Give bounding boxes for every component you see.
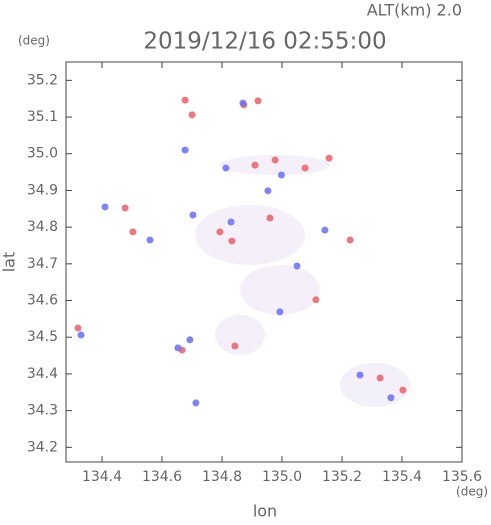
echo-point bbox=[251, 161, 259, 169]
echo-area bbox=[195, 205, 305, 265]
y-tick-label: 34.8 bbox=[27, 219, 58, 235]
echo-point bbox=[312, 296, 320, 304]
echo-point bbox=[239, 99, 247, 107]
y-tick-label: 34.9 bbox=[27, 182, 58, 198]
echo-point bbox=[293, 262, 301, 270]
echo-point bbox=[216, 228, 224, 236]
echo-point bbox=[266, 214, 274, 222]
y-unit: (deg) bbox=[18, 34, 50, 48]
x-unit: (deg) bbox=[456, 485, 488, 499]
echo-point bbox=[101, 203, 109, 211]
echo-point bbox=[301, 164, 309, 172]
echo-point bbox=[174, 344, 182, 352]
echo-point bbox=[264, 187, 272, 195]
x-tick-label: 134.6 bbox=[142, 469, 182, 485]
y-tick-label: 34.6 bbox=[27, 293, 58, 309]
echo-point bbox=[399, 386, 407, 394]
y-tick-label: 34.2 bbox=[27, 439, 58, 455]
echo-point bbox=[222, 164, 230, 172]
echo-point bbox=[276, 308, 284, 316]
y-axis-label: lat bbox=[0, 252, 19, 273]
y-tick-label: 34.5 bbox=[27, 329, 58, 345]
y-tick-label: 34.7 bbox=[27, 256, 58, 272]
echo-point bbox=[325, 154, 333, 162]
echo-point bbox=[186, 336, 194, 344]
altitude-label: ALT(km) 2.0 bbox=[367, 1, 462, 20]
echo-point bbox=[181, 146, 189, 154]
echo-areas bbox=[195, 155, 410, 407]
echo-point bbox=[254, 97, 262, 105]
echo-point bbox=[74, 324, 82, 332]
y-tick-label: 35.2 bbox=[27, 72, 58, 88]
echo-point bbox=[192, 399, 200, 407]
echo-point bbox=[277, 171, 285, 179]
x-tick-label: 135.0 bbox=[262, 469, 302, 485]
echo-point bbox=[387, 394, 395, 402]
y-tick-label: 34.3 bbox=[27, 403, 58, 419]
chart-title: 2019/12/16 02:55:00 bbox=[143, 29, 386, 55]
echo-point bbox=[189, 211, 197, 219]
echo-point bbox=[321, 226, 329, 234]
echo-point bbox=[129, 228, 137, 236]
echo-area bbox=[215, 315, 265, 355]
plot-frame bbox=[65, 61, 463, 463]
echo-point bbox=[77, 331, 85, 339]
echo-point bbox=[346, 236, 354, 244]
echo-point bbox=[271, 156, 279, 164]
x-tick-label: 135.2 bbox=[322, 469, 362, 485]
x-tick-label: 134.4 bbox=[82, 469, 122, 485]
echo-point bbox=[146, 236, 154, 244]
echo-area bbox=[340, 363, 410, 407]
echo-point bbox=[356, 371, 364, 379]
y-tick-label: 35.1 bbox=[27, 109, 58, 125]
echo-area bbox=[240, 265, 320, 315]
x-tick-label: 135.4 bbox=[382, 469, 422, 485]
echo-point bbox=[231, 342, 239, 350]
x-tick-label: 135.6 bbox=[442, 469, 482, 485]
echo-point bbox=[228, 237, 236, 245]
echo-point bbox=[121, 204, 129, 212]
echo-point bbox=[227, 218, 235, 226]
echo-point bbox=[188, 111, 196, 119]
x-axis-label: lon bbox=[253, 502, 277, 521]
echo-point bbox=[181, 96, 189, 104]
y-tick-label: 35.0 bbox=[27, 146, 58, 162]
echo-point bbox=[376, 374, 384, 382]
y-tick-label: 34.4 bbox=[27, 366, 58, 382]
x-tick-label: 134.8 bbox=[202, 469, 242, 485]
